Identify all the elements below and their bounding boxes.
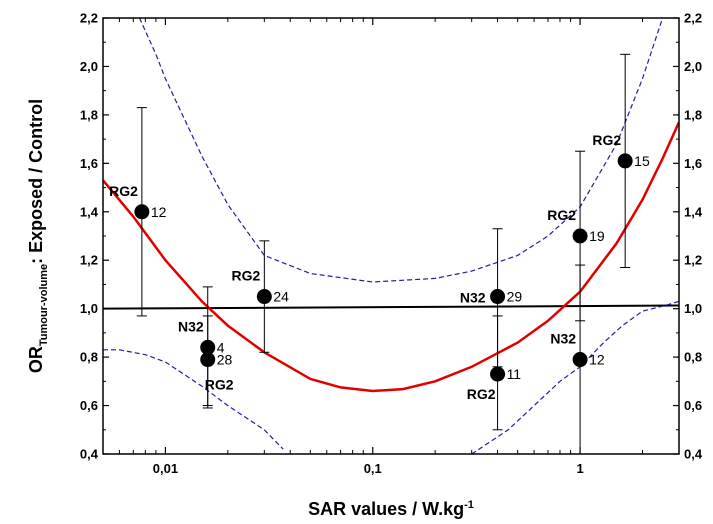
y-tick-label-left: 2,2: [80, 11, 98, 26]
curves-layer: [103, 18, 679, 454]
y-tick-label-left: 2,0: [80, 59, 98, 74]
point-group-label: RG2: [232, 268, 261, 284]
point-n-label: 28: [217, 352, 233, 368]
x-tick-label: 0,1: [364, 461, 382, 476]
y-tick-label-left: 0,4: [80, 447, 99, 462]
data-point: [200, 352, 216, 368]
point-group-label: RG2: [547, 207, 576, 223]
labels-layer: 12 RG2 4 N32 28 RG2 24 RG2 29 N32 11 RG2 19 RG2 12 N32 1…: [109, 132, 650, 402]
y-axis-title-pre: OR: [26, 346, 46, 373]
y-tick-label-right: 1,8: [684, 107, 702, 122]
y-tick-label-right: 1,2: [684, 253, 702, 268]
x-axis-title-sup: -1: [464, 499, 474, 511]
y-tick-label-left: 1,0: [80, 301, 98, 316]
y-tick-label-left: 1,2: [80, 253, 98, 268]
y-tick-label-right: 0,6: [684, 398, 702, 413]
point-group-label: N32: [550, 331, 576, 347]
confidence-upper-line: [138, 18, 664, 283]
y-axis-title-post: : Exposed / Control: [26, 99, 46, 264]
point-n-label: 24: [273, 289, 289, 305]
errorbars-layer: [136, 53, 631, 455]
y-tick-label-left: 0,8: [80, 350, 98, 365]
data-point: [134, 204, 150, 220]
data-point: [256, 289, 272, 305]
data-point: [200, 339, 216, 355]
point-group-label: RG2: [205, 377, 234, 393]
point-group-label: RG2: [592, 132, 621, 148]
y-tick-label-right: 1,4: [684, 204, 703, 219]
point-n-label: 29: [507, 289, 523, 305]
point-group-label: N32: [178, 318, 204, 334]
confidence-lower-line-right: [471, 300, 679, 454]
x-tick-label: 1: [576, 461, 583, 476]
y-tick-label-right: 2,2: [684, 11, 702, 26]
point-group-label: RG2: [467, 386, 496, 402]
y-axis-title-sub: Tumour-volume: [38, 264, 50, 346]
x-tick-label: 0,01: [153, 461, 178, 476]
y-tick-label-left: 1,8: [80, 107, 98, 122]
data-point: [617, 153, 633, 169]
point-n-label: 11: [507, 366, 522, 382]
axes-layer: 0,4 0,4 0,6 0,6 0,8 0,8 1,0 1,0 1,2 1,2 1,4 1,4 1,6 1…: [80, 11, 703, 477]
x-axis-title: SAR values / W.kg-1: [308, 499, 474, 519]
point-n-label: 12: [151, 204, 167, 220]
point-n-label: 4: [217, 339, 225, 355]
y-tick-label-right: 0,8: [684, 350, 702, 365]
point-group-label: N32: [460, 290, 486, 306]
confidence-lower-line-left: [103, 349, 284, 450]
point-n-label: 12: [589, 352, 605, 368]
data-point: [490, 366, 506, 382]
fit-curve: [103, 121, 679, 393]
points-layer: [134, 153, 633, 382]
data-point: [572, 352, 588, 368]
y-tick-label-right: 1,6: [684, 156, 702, 171]
data-point: [490, 289, 506, 305]
y-tick-label-right: 1,0: [684, 301, 702, 316]
reference-line: [103, 304, 679, 310]
y-tick-label-left: 1,6: [80, 156, 98, 171]
data-point: [572, 228, 588, 244]
y-tick-label-left: 0,6: [80, 398, 98, 413]
point-n-label: 19: [589, 228, 605, 244]
x-axis-title-main: SAR values / W.kg: [308, 499, 464, 519]
y-tick-label-right: 0,4: [684, 447, 703, 462]
point-n-label: 15: [634, 153, 650, 169]
y-tick-label-right: 2,0: [684, 59, 702, 74]
point-group-label: RG2: [109, 183, 138, 199]
y-tick-label-left: 1,4: [80, 204, 99, 219]
y-axis-title: ORTumour-volume: Exposed / Control: [26, 99, 50, 373]
